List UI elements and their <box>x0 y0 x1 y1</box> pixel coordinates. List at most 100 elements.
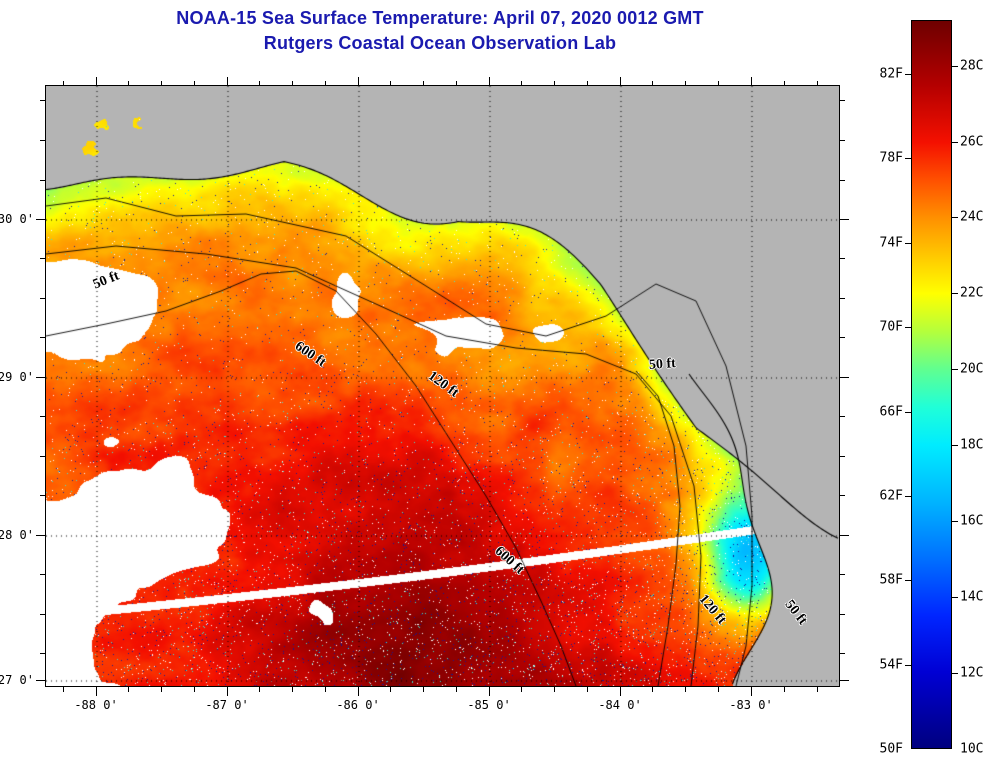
y-axis-tick-minor-right <box>840 337 845 338</box>
sst-map[interactable] <box>45 85 840 687</box>
colorbar-tick-c <box>952 597 958 599</box>
x-axis-tick-minor <box>554 687 555 692</box>
x-axis-tick-minor-top <box>685 81 686 86</box>
x-axis-tick-top <box>358 77 359 86</box>
x-axis-tick-top <box>227 77 228 86</box>
title-line-2: Rutgers Coastal Ocean Observation Lab <box>263 33 617 53</box>
y-axis-tick-minor-right <box>840 140 845 141</box>
x-axis-tick-minor <box>587 687 588 692</box>
x-axis-tick-minor <box>128 687 129 692</box>
x-axis-tick-minor-top <box>521 81 522 86</box>
y-axis-label: 27 0' <box>0 673 34 687</box>
x-axis-tick-minor <box>259 687 260 692</box>
y-axis-tick-minor <box>40 180 45 181</box>
colorbar-tick-f <box>905 664 911 666</box>
x-axis-label: -85 0' <box>467 698 511 712</box>
colorbar-tick-c <box>952 673 958 675</box>
y-axis-tick-minor <box>40 140 45 141</box>
x-axis-tick-minor <box>325 687 326 692</box>
x-axis-tick-minor-top <box>554 81 555 86</box>
y-axis-tick <box>36 680 45 681</box>
colorbar-tick-c <box>952 141 958 143</box>
x-axis-tick-minor-top <box>194 81 195 86</box>
x-axis-tick-minor <box>784 687 785 692</box>
colorbar-tick-f <box>905 495 911 497</box>
colorbar-label-fahrenheit: 78F <box>879 150 903 166</box>
x-axis-tick-minor <box>63 687 64 692</box>
x-axis-tick-top <box>751 77 752 86</box>
x-axis-tick <box>96 687 97 696</box>
colorbar-label-celsius: 14C <box>960 589 984 605</box>
x-axis-tick-minor <box>652 687 653 692</box>
x-axis-tick-top <box>489 77 490 86</box>
y-axis-label: 28 0' <box>0 528 34 542</box>
y-axis-tick <box>36 219 45 220</box>
colorbar-tick-c <box>952 369 958 371</box>
y-axis-tick-minor <box>40 416 45 417</box>
y-axis-tick-minor-right <box>840 180 845 181</box>
y-axis-tick-right <box>840 377 849 378</box>
colorbar-label-celsius: 18C <box>960 437 984 453</box>
y-axis-tick-minor <box>40 337 45 338</box>
x-axis-tick-minor-top <box>325 81 326 86</box>
y-axis-tick-minor <box>40 653 45 654</box>
colorbar-label-fahrenheit: 50F <box>879 741 903 757</box>
y-axis-tick-minor <box>40 456 45 457</box>
y-axis-tick-minor <box>40 614 45 615</box>
sst-raster <box>46 86 839 686</box>
x-axis-tick-minor <box>161 687 162 692</box>
y-axis-tick-minor-right <box>840 614 845 615</box>
x-axis-tick-minor <box>685 687 686 692</box>
y-axis-label: 30 0' <box>0 212 34 226</box>
y-axis-tick-right <box>840 219 849 220</box>
colorbar-label-fahrenheit: 54F <box>879 657 903 673</box>
y-axis-tick-minor <box>40 100 45 101</box>
x-axis-tick-minor-top <box>817 81 818 86</box>
x-axis-tick-minor-top <box>456 81 457 86</box>
colorbar-tick-c <box>952 293 958 295</box>
page-title: NOAA-15 Sea Surface Temperature: April 0… <box>0 6 880 56</box>
x-axis-tick-minor-top <box>292 81 293 86</box>
colorbar-label-fahrenheit: 82F <box>879 66 903 82</box>
colorbar-label-celsius: 16C <box>960 513 984 529</box>
x-axis-tick-minor-top <box>423 81 424 86</box>
colorbar-tick-f <box>905 74 911 75</box>
y-axis-tick-minor <box>40 495 45 496</box>
x-axis-tick <box>489 687 490 696</box>
x-axis-tick-minor-top <box>652 81 653 86</box>
colorbar-label-celsius: 12C <box>960 665 984 681</box>
colorbar-label-celsius: 28C <box>960 58 984 74</box>
x-axis-label: -86 0' <box>336 698 380 712</box>
colorbar-tick-f <box>905 327 911 329</box>
colorbar-tick-f <box>905 580 911 582</box>
x-axis-tick-minor-top <box>390 81 391 86</box>
colorbar-label-celsius: 26C <box>960 134 984 149</box>
x-axis-tick-minor <box>521 687 522 692</box>
x-axis-tick <box>751 687 752 696</box>
x-axis-tick-minor <box>817 687 818 692</box>
x-axis-label: -83 0' <box>729 698 773 712</box>
x-axis-label: -84 0' <box>598 698 642 712</box>
x-axis-label: -88 0' <box>74 698 118 712</box>
x-axis-tick-minor <box>194 687 195 692</box>
colorbar-tick-f <box>905 411 911 413</box>
y-axis-tick-minor-right <box>840 653 845 654</box>
colorbar-label-celsius: 20C <box>960 361 984 377</box>
x-axis-tick-minor-top <box>784 81 785 86</box>
x-axis-tick-top <box>96 77 97 86</box>
colorbar-gradient <box>911 20 952 749</box>
colorbar-tick-f <box>905 242 911 244</box>
colorbar-tick-f <box>905 158 911 160</box>
x-axis-tick-minor-top <box>718 81 719 86</box>
colorbar-label-fahrenheit: 74F <box>879 235 903 251</box>
colorbar[interactable] <box>911 20 952 749</box>
x-axis-tick <box>358 687 359 696</box>
x-axis-tick-minor <box>390 687 391 692</box>
y-axis-tick-minor-right <box>840 495 845 496</box>
title-line-1: NOAA-15 Sea Surface Temperature: April 0… <box>176 8 704 28</box>
colorbar-label-fahrenheit: 58F <box>879 572 903 588</box>
y-axis-tick-minor-right <box>840 258 845 259</box>
y-axis-label: 29 0' <box>0 370 34 384</box>
y-axis-tick-minor-right <box>840 298 845 299</box>
colorbar-tick-c <box>952 445 958 447</box>
